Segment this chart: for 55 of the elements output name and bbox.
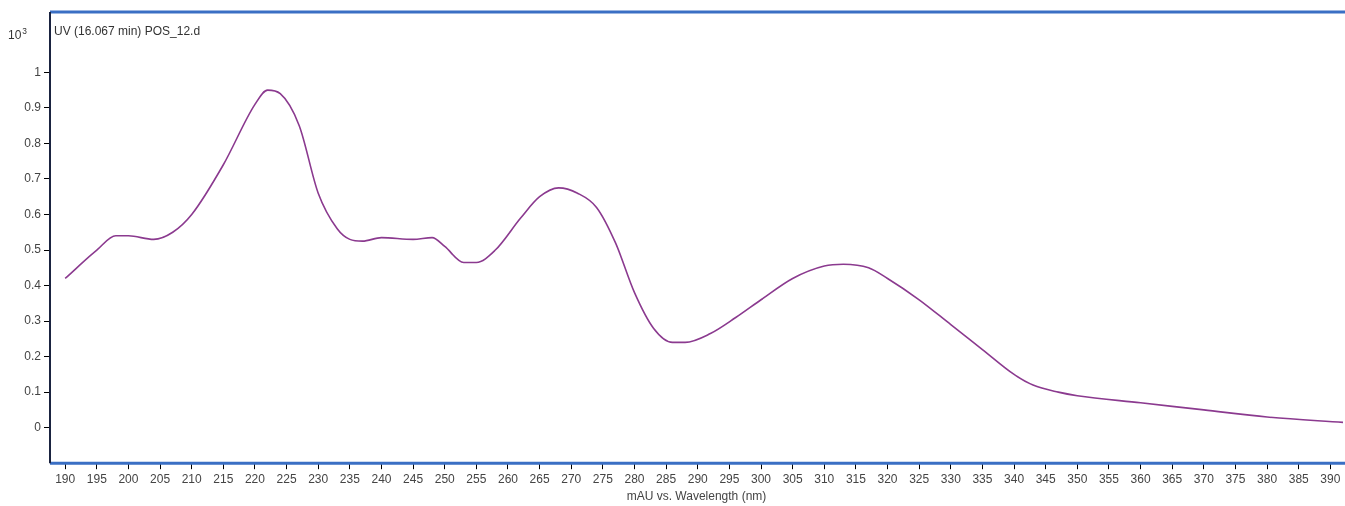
x-tick-label: 290 xyxy=(687,471,709,486)
x-axis-title: mAU vs. Wavelength (nm) xyxy=(626,489,767,504)
x-tick-label: 385 xyxy=(1288,471,1310,486)
x-tick-label: 195 xyxy=(86,471,108,486)
y-tick-label: 0 xyxy=(34,419,42,434)
y-tick-label: 0.1 xyxy=(24,384,42,399)
y-tick-label: 0.2 xyxy=(24,348,42,363)
x-tick-label: 370 xyxy=(1193,471,1215,486)
x-tick-label: 225 xyxy=(276,471,297,486)
x-tick-label: 210 xyxy=(181,471,203,486)
x-tick-label: 390 xyxy=(1320,471,1341,486)
y-tick-label: 0.4 xyxy=(24,277,42,292)
x-tick-label: 330 xyxy=(940,471,962,486)
text: UV (16.067 min) POS_12.d xyxy=(54,24,201,39)
x-tick-label: 380 xyxy=(1257,471,1278,486)
x-tick-label: 300 xyxy=(751,471,772,486)
y-tick-label: 0.6 xyxy=(24,206,42,221)
x-tick-label: 320 xyxy=(877,471,898,486)
x-tick-label: 260 xyxy=(497,471,519,486)
x-tick-label: 305 xyxy=(782,471,803,486)
y-tick-label: 0.3 xyxy=(24,313,42,328)
x-tick-label: 375 xyxy=(1225,471,1246,486)
x-tick-label: 200 xyxy=(118,471,139,486)
x-tick-label: 295 xyxy=(719,471,740,486)
x-tick-label: 205 xyxy=(150,471,171,486)
y-tick-label: 0.8 xyxy=(24,135,42,150)
x-tick-label: 265 xyxy=(529,471,550,486)
x-tick-label: 220 xyxy=(244,471,266,486)
y-tick-label: 0.7 xyxy=(24,171,42,186)
x-tick-label: 280 xyxy=(624,471,645,486)
x-tick-label: 270 xyxy=(561,471,582,486)
x-tick-label: 325 xyxy=(909,471,930,486)
x-tick-label: 335 xyxy=(972,471,993,486)
line-series xyxy=(64,89,1343,424)
x-tick-label: 190 xyxy=(55,471,76,486)
y-tick-label: 0.9 xyxy=(24,100,42,115)
x-tick-label: 355 xyxy=(1098,471,1120,486)
x-tick-label: 250 xyxy=(434,471,456,486)
x-tick-label: 310 xyxy=(814,471,835,486)
x-tick-label: 350 xyxy=(1067,471,1088,486)
x-tick-label: 235 xyxy=(339,471,361,486)
x-tick-label: 315 xyxy=(845,471,867,486)
x-tick-label: 230 xyxy=(308,471,329,486)
x-tick-label: 285 xyxy=(656,471,677,486)
x-tick-label: 245 xyxy=(403,471,424,486)
y-tick-label: 0.5 xyxy=(24,242,42,257)
x-tick-label: 345 xyxy=(1035,471,1057,486)
x-tick-label: 215 xyxy=(213,471,234,486)
x-tick-label: 255 xyxy=(466,471,487,486)
x-tick-label: 275 xyxy=(592,471,614,486)
x-tick-label: 365 xyxy=(1162,471,1183,486)
y-tick-label: 1 xyxy=(34,64,42,79)
x-tick-label: 340 xyxy=(1004,471,1025,486)
x-tick-label: 240 xyxy=(371,471,392,486)
x-tick-label: 360 xyxy=(1130,471,1151,486)
